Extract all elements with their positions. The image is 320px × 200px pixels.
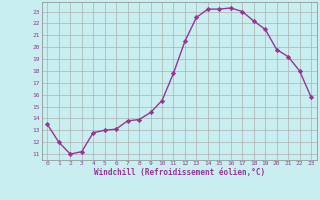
X-axis label: Windchill (Refroidissement éolien,°C): Windchill (Refroidissement éolien,°C) bbox=[94, 168, 265, 177]
